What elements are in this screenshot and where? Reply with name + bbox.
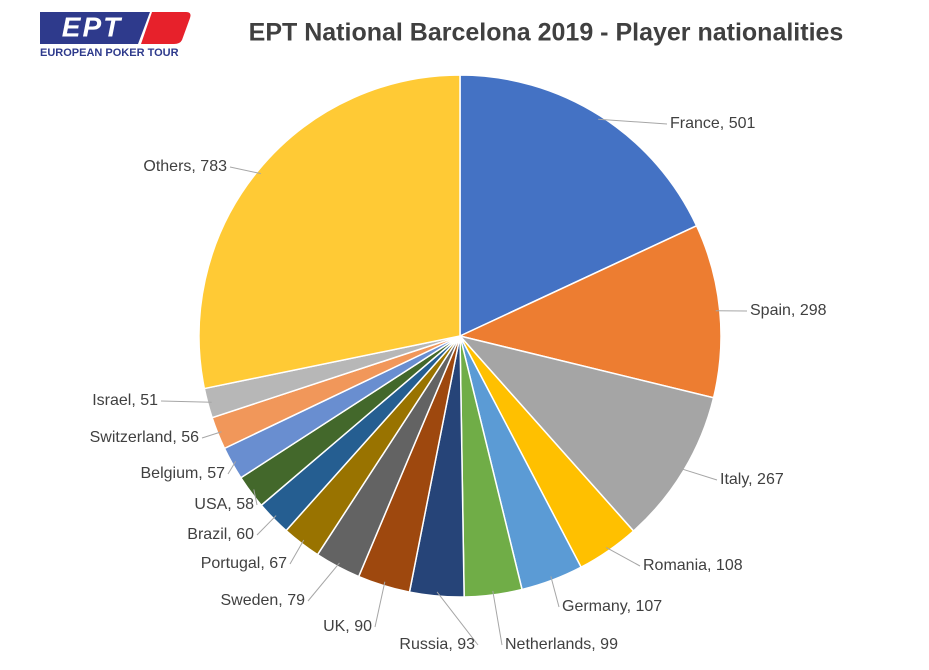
leader-line xyxy=(680,467,718,481)
leader-line xyxy=(160,400,212,403)
leader-line xyxy=(253,489,258,506)
data-label: Portugal, 67 xyxy=(201,555,287,572)
logo-mark: EPT xyxy=(62,11,123,42)
chart-title: EPT National Barcelona 2019 - Player nat… xyxy=(249,19,844,47)
data-label: Others, 783 xyxy=(143,158,227,175)
logo-accent xyxy=(141,12,191,44)
data-label: Germany, 107 xyxy=(562,598,662,615)
leader-line xyxy=(605,546,641,567)
logo-badge xyxy=(40,12,150,44)
leader-line xyxy=(229,166,261,175)
leader-line xyxy=(227,461,237,475)
leader-line xyxy=(201,431,222,439)
pie-slice xyxy=(457,334,715,533)
data-label: Italy, 267 xyxy=(720,471,784,488)
data-label: UK, 90 xyxy=(323,618,372,635)
data-label: Spain, 298 xyxy=(750,302,827,319)
leader-line xyxy=(598,118,668,125)
data-label: Switzerland, 56 xyxy=(90,429,199,446)
leader-line xyxy=(256,515,277,536)
data-label: Brazil, 60 xyxy=(187,526,254,543)
data-label: France, 501 xyxy=(670,115,755,132)
data-label: Netherlands, 99 xyxy=(505,636,618,653)
leader-line xyxy=(492,590,503,646)
pie-slice xyxy=(459,74,698,338)
leader-line xyxy=(289,539,305,565)
data-label: Belgium, 57 xyxy=(141,465,226,482)
data-label: Sweden, 79 xyxy=(220,592,305,609)
leader-line xyxy=(307,562,340,602)
leader-line xyxy=(436,591,479,646)
data-label: Romania, 108 xyxy=(643,557,743,574)
data-label: Russia, 93 xyxy=(399,636,475,653)
logo: EPT EUROPEAN POKER TOUR xyxy=(40,11,191,59)
leader-line xyxy=(374,581,386,628)
logo-caption: EUROPEAN POKER TOUR xyxy=(40,47,179,59)
data-label: USA, 58 xyxy=(194,496,254,513)
pie-slice xyxy=(198,74,461,390)
leader-line xyxy=(550,576,560,608)
data-label: Israel, 51 xyxy=(92,392,158,409)
